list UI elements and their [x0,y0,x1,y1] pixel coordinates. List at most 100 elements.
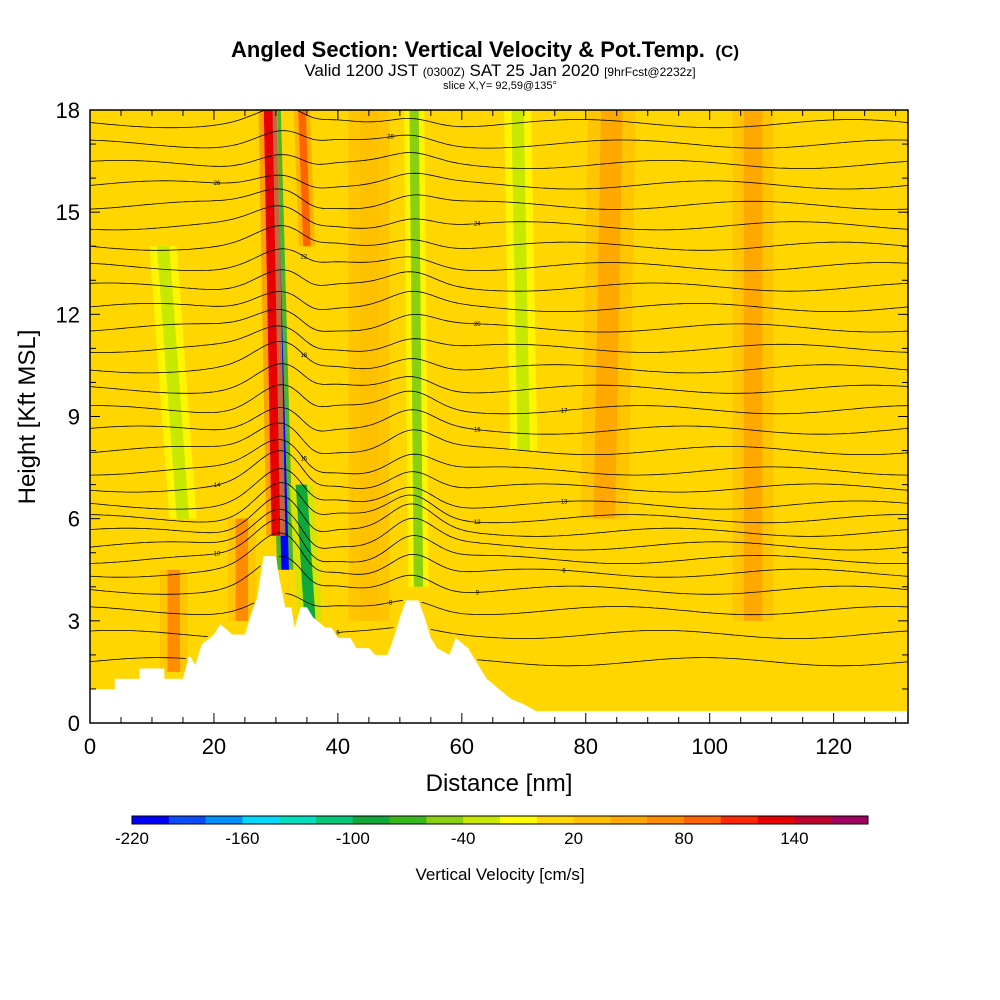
theta-contour-label-21: 22 [300,254,307,260]
x-tick-label: 60 [450,734,474,759]
theta-contour-16 [90,341,908,374]
theta-contour-19 [90,290,908,312]
x-axis-label: Distance [nm] [426,770,573,797]
colorbar-swatch [794,816,832,824]
velocity-band-3 [298,110,311,247]
y-tick-label: 18 [56,98,80,123]
theta-contour-label-16: 18 [300,353,307,359]
theta-contour-label-10: 14 [214,483,221,489]
colorbar-swatch [463,816,501,824]
y-tick-label: 15 [56,200,80,225]
colorbar-title: Vertical Velocity [cm/s] [415,865,584,884]
theta-contour-label-13: 16 [474,428,481,434]
theta-contour-label-14: 17 [561,409,568,415]
x-tick-label: 100 [691,734,728,759]
velocity-band-1 [295,484,316,621]
plot-area: 6 8 9 6 10 12 13 14 15 16 17 18 20 22 24 26 28 [90,110,908,723]
velocity-band-9 [593,110,623,519]
theta-contour-label-11: 15 [300,456,307,462]
x-tick-label: 0 [84,734,96,759]
potential-temperature-contours: 6 8 9 6 10 12 13 14 15 16 17 18 20 22 24 26 28 [90,110,908,667]
x-axis: 0 20 40 60 80 100 120 [84,110,897,759]
chart-title: Angled Section: Vertical Velocity & Pot.… [231,37,739,62]
velocity-band-2 [263,110,281,536]
colorbar-label: -100 [336,829,370,848]
y-tick-label: 0 [68,711,80,736]
theta-contour-14 [90,384,908,415]
velocity-band-8 [167,569,180,672]
theta-contour-label-27: 28 [387,135,394,141]
theta-contour-label-3: 9 [476,590,480,596]
theta-contour-22 [90,225,908,251]
theta-contour-21 [90,248,908,272]
colorbar-label: -220 [115,829,149,848]
velocity-band-7 [235,518,249,621]
theta-contour-label-2: 8 [389,600,393,606]
velocity-band-10 [743,110,763,621]
theta-contour-label-4: 6 [562,568,566,574]
colorbar-swatch [205,816,243,824]
vertical-velocity-field [149,110,774,672]
y-tick-label: 3 [68,609,80,634]
theta-contour-13 [90,407,908,435]
x-tick-label: 40 [326,734,350,759]
colorbar-swatch [168,816,206,824]
theta-contour-9 [90,468,908,510]
terrain [90,556,908,723]
slice-label: slice X,Y= 92,59@135° [443,80,557,92]
theta-contour-6 [90,508,908,551]
colorbar-swatch [316,816,354,824]
theta-contour-0 [90,657,908,667]
colorbar-swatch [720,816,758,824]
colorbar-swatch [352,816,390,824]
theta-contour-15 [90,363,908,394]
theta-contour-label-23: 24 [474,222,481,228]
x-tick-label: 120 [815,734,852,759]
theta-contour-27 [90,130,908,149]
colorbar-swatch [242,816,280,824]
colorbar-label: 20 [564,829,583,848]
theta-contour-24 [90,188,908,210]
colorbar-swatch [647,816,685,824]
x-tick-label: 80 [574,734,598,759]
colorbar-label: -40 [451,829,476,848]
theta-contour-4 [90,532,908,578]
theta-contour-25 [90,172,908,190]
theta-contour-label-25: 26 [214,181,221,187]
colorbar-swatch [389,816,427,824]
theta-contour-12 [90,422,908,455]
velocity-band-4 [409,110,424,587]
colorbar-label: 80 [675,829,694,848]
theta-contour-3 [90,556,908,595]
chart-subtitle: Valid 1200 JST (0300Z) SAT 25 Jan 2020 [… [304,61,695,80]
theta-contour-label-9: 13 [561,499,568,505]
colorbar-label: -160 [225,829,259,848]
theta-contour-23 [90,205,908,231]
colorbar-swatch [831,816,869,824]
colorbar-swatch [757,816,795,824]
y-tick-label: 9 [68,405,80,430]
y-axis-label: Height [Kft MSL] [14,330,41,505]
theta-contour-1 [90,627,908,639]
colorbar-label: 140 [780,829,808,848]
theta-contour-28 [90,110,908,129]
colorbar: -220 -160 -100 -40 20 80 140 [115,815,869,848]
theta-contour-11 [90,439,908,476]
theta-contour-label-18: 20 [474,322,481,328]
theta-contour-label-8: 12 [474,520,481,526]
y-tick-label: 6 [68,507,80,532]
theta-contour-5 [90,518,908,564]
theta-contour-20 [90,269,908,292]
velocity-band-5 [156,246,190,519]
colorbar-swatch [610,816,648,824]
colorbar-swatch [279,816,317,824]
colorbar-swatch [684,816,722,824]
theta-contour-2 [90,593,908,616]
y-axis: 0 3 6 9 12 15 18 [56,98,908,736]
theta-contour-26 [90,152,908,169]
theta-contour-7 [90,495,908,537]
theta-contour-10 [90,450,908,493]
theta-contour-label-1: 6 [336,630,340,636]
theta-contour-17 [90,325,908,353]
